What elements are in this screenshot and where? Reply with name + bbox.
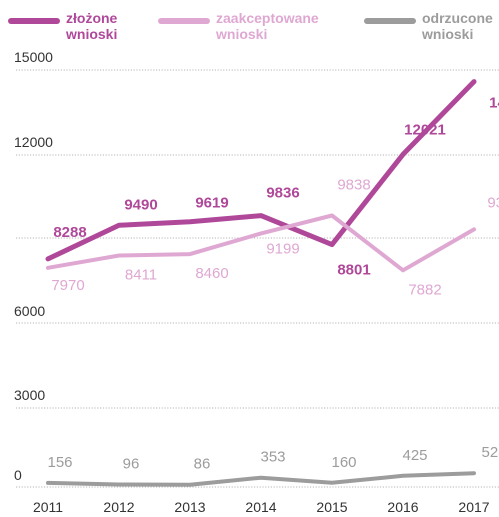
legend-swatch-zaakceptowane (158, 18, 210, 24)
data-label: 156 (47, 454, 72, 471)
y-tick-label: 6000 (14, 303, 45, 319)
data-label: 86 (194, 456, 211, 473)
legend-label-zaakceptowane: zaakceptowane wnioski (216, 10, 319, 42)
x-tick-label: 2017 (458, 499, 489, 515)
data-label: 523 (481, 444, 499, 461)
series-line-0 (45, 79, 477, 262)
x-tick-label: 2014 (245, 499, 276, 515)
y-tick-label: 3000 (14, 387, 45, 403)
data-label: 96 (123, 455, 140, 472)
data-label: 9619 (195, 195, 228, 212)
y-tick-label: 0 (14, 467, 22, 483)
legend-swatch-zlozone (8, 18, 60, 24)
y-tick-label: 15000 (14, 49, 53, 65)
y-tick-label: 12000 (14, 134, 53, 150)
data-label: 12021 (404, 121, 446, 138)
x-tick-label: 2011 (33, 499, 63, 515)
data-label: 160 (331, 454, 356, 471)
data-label: 9836 (266, 185, 299, 202)
data-label: 353 (260, 449, 285, 466)
data-label: 7882 (408, 281, 441, 298)
series-line-2 (46, 471, 476, 487)
data-label: 7970 (51, 277, 84, 294)
data-label: 9342 (487, 194, 499, 211)
data-label: 9838 (337, 177, 370, 194)
x-tick-label: 2015 (316, 499, 347, 515)
series-line-1 (46, 213, 476, 273)
data-label: 14591 (489, 95, 499, 112)
data-label: 9199 (266, 240, 299, 257)
legend-swatch-odrzucone (364, 18, 416, 24)
data-label: 8801 (337, 262, 370, 279)
data-label: 8411 (125, 266, 157, 283)
data-label: 425 (402, 447, 427, 464)
x-tick-label: 2016 (387, 499, 418, 515)
data-label: 8460 (195, 265, 228, 282)
legend-label-odrzucone: odrzucone wnioski (422, 10, 493, 42)
x-tick-label: 2013 (174, 499, 205, 515)
data-label: 9490 (124, 196, 157, 213)
x-tick-label: 2012 (103, 499, 134, 515)
legend-label-zlozone: złożone wnioski (66, 10, 118, 42)
data-label: 8288 (53, 224, 86, 241)
